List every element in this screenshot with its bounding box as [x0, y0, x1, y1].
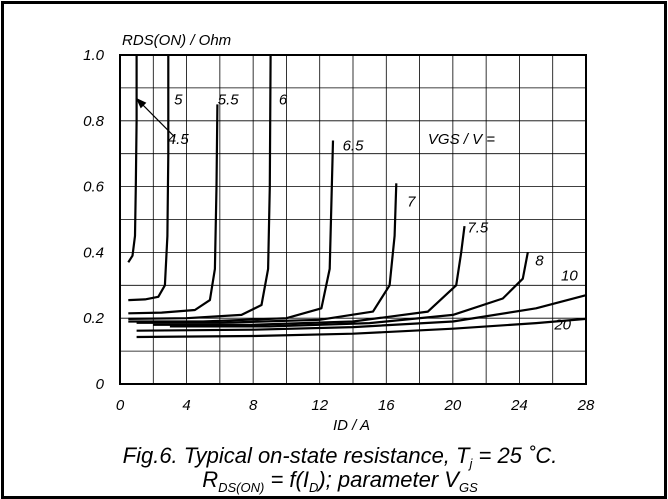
curve-label: 10 [561, 267, 578, 284]
x-tick-label: 16 [378, 397, 395, 414]
curves [127, 54, 587, 339]
x-tick-label: 28 [577, 397, 595, 414]
y-tick-label: 0.6 [83, 179, 105, 196]
x-tick-labels: 0 4 8 12 16 20 24 28 [116, 397, 595, 414]
curve-vgs-6.5 [128, 140, 335, 323]
curve-label: 5 [174, 91, 183, 108]
curve-vgs-20 [136, 317, 587, 339]
curve-vgs-7.5 [153, 225, 466, 326]
x-tick-label: 4 [182, 397, 190, 414]
y-tick-label: 0 [96, 376, 105, 393]
curve-vgs-6 [128, 54, 272, 320]
curve-label: 7 [407, 193, 416, 210]
curve-label: 7.5 [467, 220, 489, 237]
caption-1-suffix: = 25 ˚C. [472, 443, 557, 468]
x-tick-label: 8 [249, 397, 258, 414]
caption-2-sub: DS(ON) [218, 480, 264, 495]
caption-line-2: RDS(ON) = f(ID); parameter VGS [202, 467, 478, 495]
x-tick-label: 20 [444, 397, 462, 414]
caption-line-1: Fig.6. Typical on-state resistance, Tj =… [123, 443, 558, 471]
curve-label: 20 [553, 317, 571, 334]
x-tick-label: 12 [311, 397, 328, 414]
caption-2-r: R [202, 467, 218, 492]
curve-vgs-4.5 [127, 55, 138, 263]
y-tick-label: 0.8 [83, 113, 105, 130]
x-tick-label: 24 [510, 397, 528, 414]
curve-vgs-10 [136, 294, 587, 332]
arrow-head [135, 97, 147, 109]
y-tick-labels: 0 0.2 0.4 0.6 0.8 1.0 [83, 47, 105, 393]
parameter-label: VGS / V = [428, 131, 495, 148]
curve-vgs-7 [136, 183, 398, 324]
curve-vgs-5.5 [128, 104, 219, 315]
y-tick-label: 0.2 [83, 310, 105, 327]
curve-label: 8 [535, 253, 544, 270]
curve-vgs-5 [128, 55, 170, 302]
caption-2-sub2: D [309, 480, 318, 495]
caption-2-end: ); parameter V [315, 467, 461, 492]
caption-1-sub: j [467, 456, 473, 471]
curve-label: 6.5 [343, 137, 365, 154]
curve-label: 5.5 [218, 91, 240, 108]
caption-2-mid: = f(I [264, 467, 309, 492]
x-axis-label: ID / A [333, 417, 370, 434]
x-tick-label: 0 [116, 397, 125, 414]
curve-label: 6 [279, 91, 288, 108]
plot-area-border [119, 54, 587, 385]
y-tick-label: 1.0 [83, 47, 105, 64]
y-axis-label: RDS(ON) / Ohm [122, 32, 231, 49]
caption-1-text: Fig.6. Typical on-state resistance, T [123, 443, 471, 468]
arrow [135, 97, 176, 138]
curve-vgs-8 [169, 252, 529, 328]
caption-2-sub3: GS [459, 480, 478, 495]
y-tick-label: 0.4 [83, 244, 104, 261]
